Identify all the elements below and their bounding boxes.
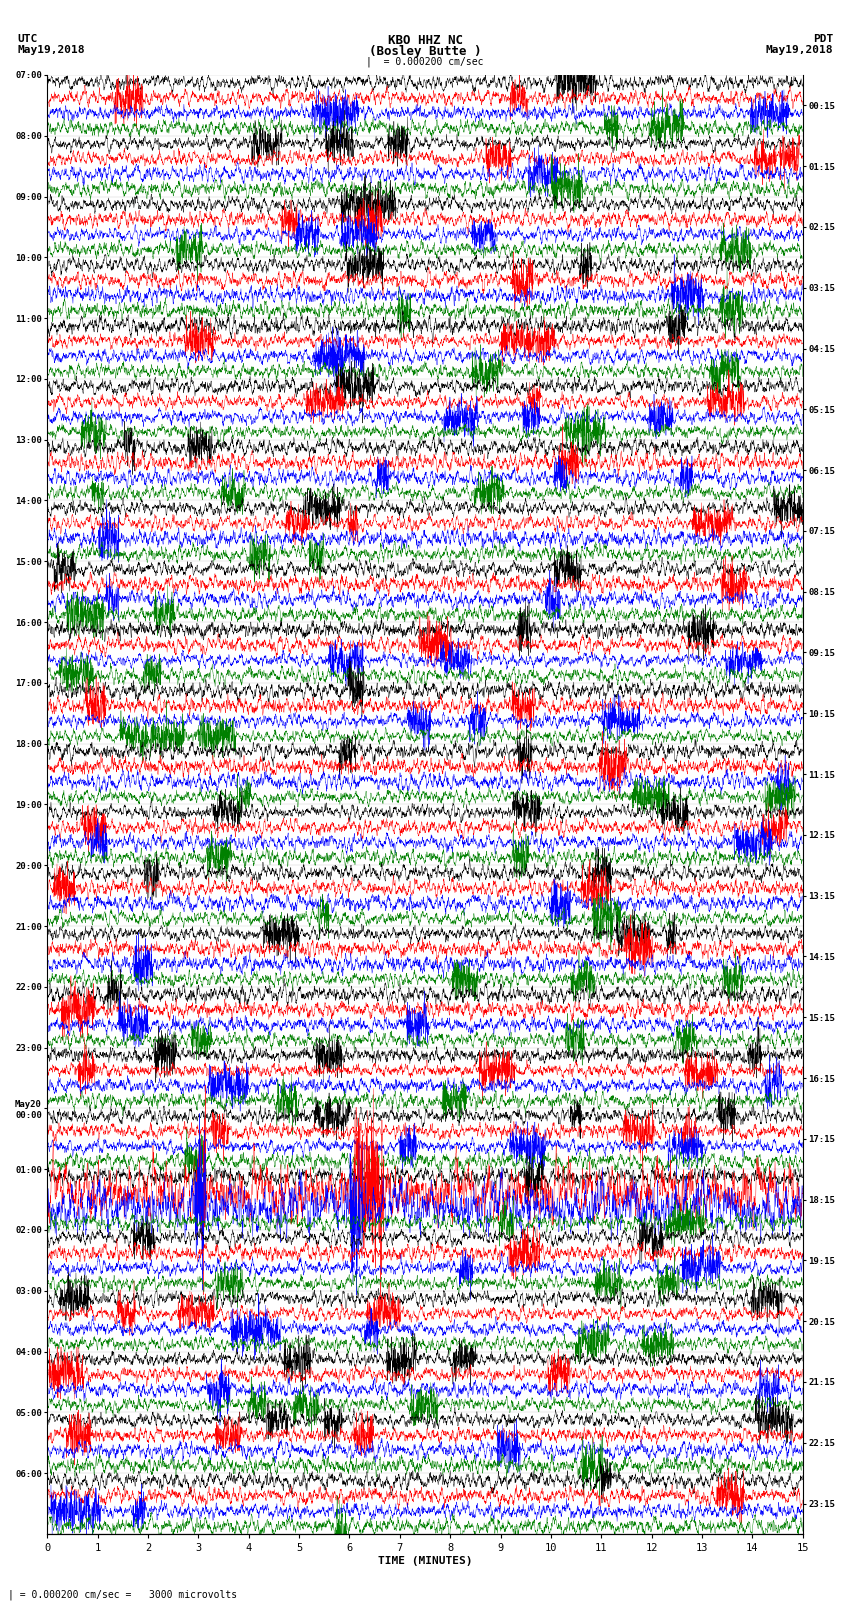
Text: UTC: UTC — [17, 34, 37, 44]
Text: PDT: PDT — [813, 34, 833, 44]
Text: May19,2018: May19,2018 — [17, 45, 84, 55]
Text: |  = 0.000200 cm/sec: | = 0.000200 cm/sec — [366, 56, 484, 68]
X-axis label: TIME (MINUTES): TIME (MINUTES) — [377, 1557, 473, 1566]
Text: | = 0.000200 cm/sec =   3000 microvolts: | = 0.000200 cm/sec = 3000 microvolts — [8, 1589, 238, 1600]
Text: (Bosley Butte ): (Bosley Butte ) — [369, 45, 481, 58]
Text: May19,2018: May19,2018 — [766, 45, 833, 55]
Text: KBO HHZ NC: KBO HHZ NC — [388, 34, 462, 47]
